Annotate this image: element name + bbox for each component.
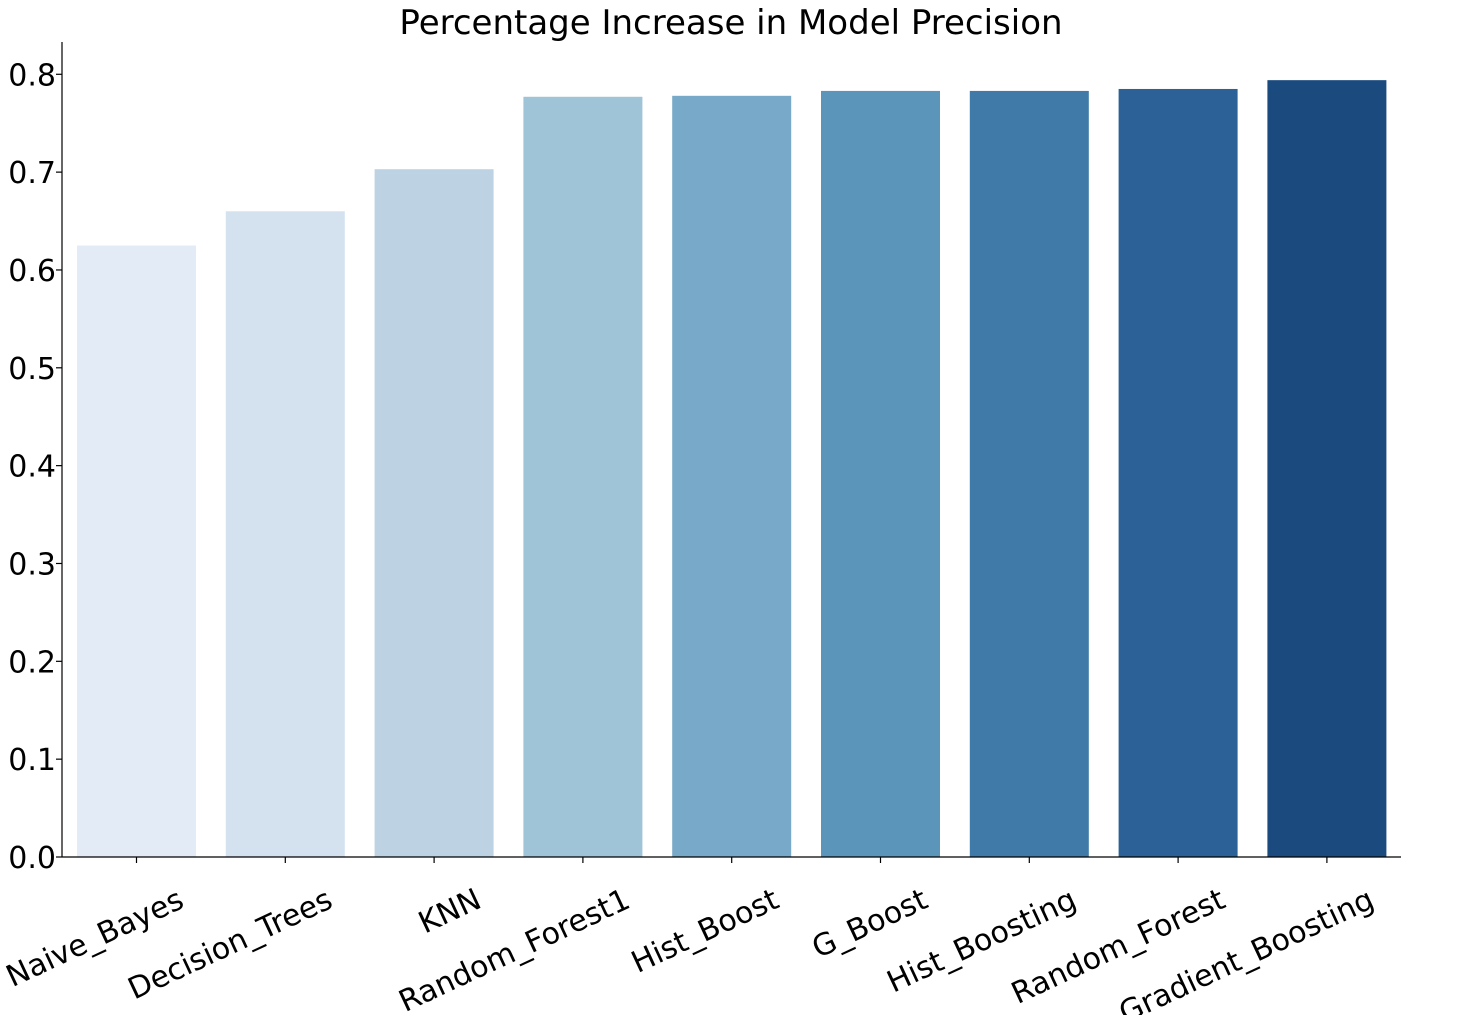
bars-layer — [77, 80, 1387, 858]
y-axis: 0.0 0.1 0.2 0.3 0.4 0.5 0.6 0.7 0.8 — [8, 42, 63, 876]
bar-random-forest1 — [523, 96, 643, 857]
y-tick-label: 0.3 — [8, 547, 56, 582]
bar-g-boost — [821, 90, 940, 858]
y-tick-label: 0.4 — [8, 450, 56, 485]
bar-knn — [374, 169, 494, 858]
y-tick-label: 0.1 — [8, 743, 56, 778]
bar-gradient-boosting — [1267, 80, 1387, 857]
y-tick-label: 0.5 — [8, 352, 56, 387]
bar-decision-trees — [225, 211, 345, 857]
y-tick-label: 0.6 — [8, 254, 56, 289]
y-tick-label: 0.0 — [8, 841, 56, 876]
y-tick-label: 0.8 — [8, 58, 56, 93]
bar-naive-bayes — [77, 245, 196, 858]
bar-hist-boost — [672, 95, 792, 857]
bar-random-forest — [1118, 88, 1238, 858]
x-tick-label: Hist_Boost — [626, 882, 784, 981]
y-tick-label: 0.2 — [8, 645, 56, 680]
bar-hist-boosting — [969, 90, 1089, 858]
x-tick-label: KNN — [413, 882, 486, 941]
y-tick-label: 0.7 — [8, 156, 56, 191]
chart-title: Percentage Increase in Model Precision — [399, 3, 1062, 43]
